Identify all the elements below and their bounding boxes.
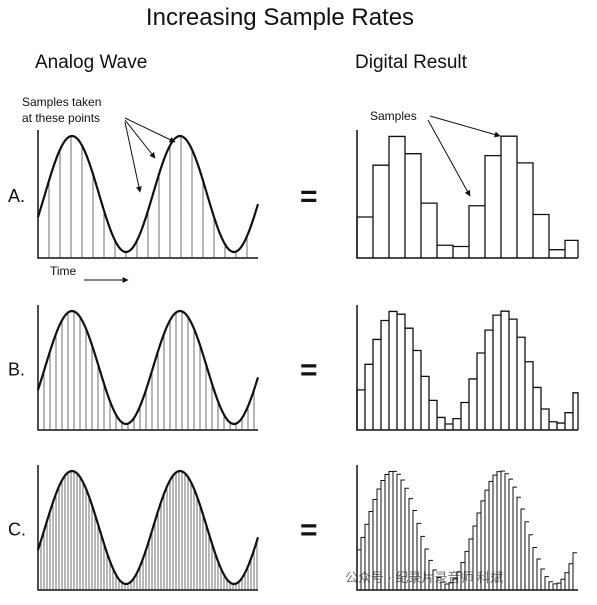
analog-wave [36, 469, 260, 586]
digital-steps [356, 470, 577, 590]
digital-steps [356, 310, 579, 430]
row-label: B. [8, 360, 25, 380]
sample-lines [43, 311, 255, 430]
sample-lines [48, 136, 248, 258]
analog-wave [36, 309, 260, 426]
equals: = [300, 354, 318, 387]
annotation: Samples [370, 109, 417, 123]
equals: = [300, 180, 318, 213]
annotation: at these points [22, 111, 100, 125]
header-right: Digital Result [355, 52, 468, 73]
row-label: C. [8, 520, 26, 540]
annotation: Samples taken [22, 95, 101, 109]
sample-lines [40, 471, 258, 590]
annotation: Time [50, 264, 77, 278]
title: Increasing Sample Rates [146, 4, 414, 31]
digital-steps [356, 135, 579, 258]
row-label: A. [8, 186, 25, 206]
arrows [84, 115, 501, 283]
axis [37, 130, 258, 259]
axis [356, 305, 578, 431]
header-left: Analog Wave [35, 52, 147, 73]
analog-wave [36, 134, 260, 254]
equals: = [300, 514, 318, 547]
axis [356, 130, 578, 259]
axis [37, 305, 258, 431]
